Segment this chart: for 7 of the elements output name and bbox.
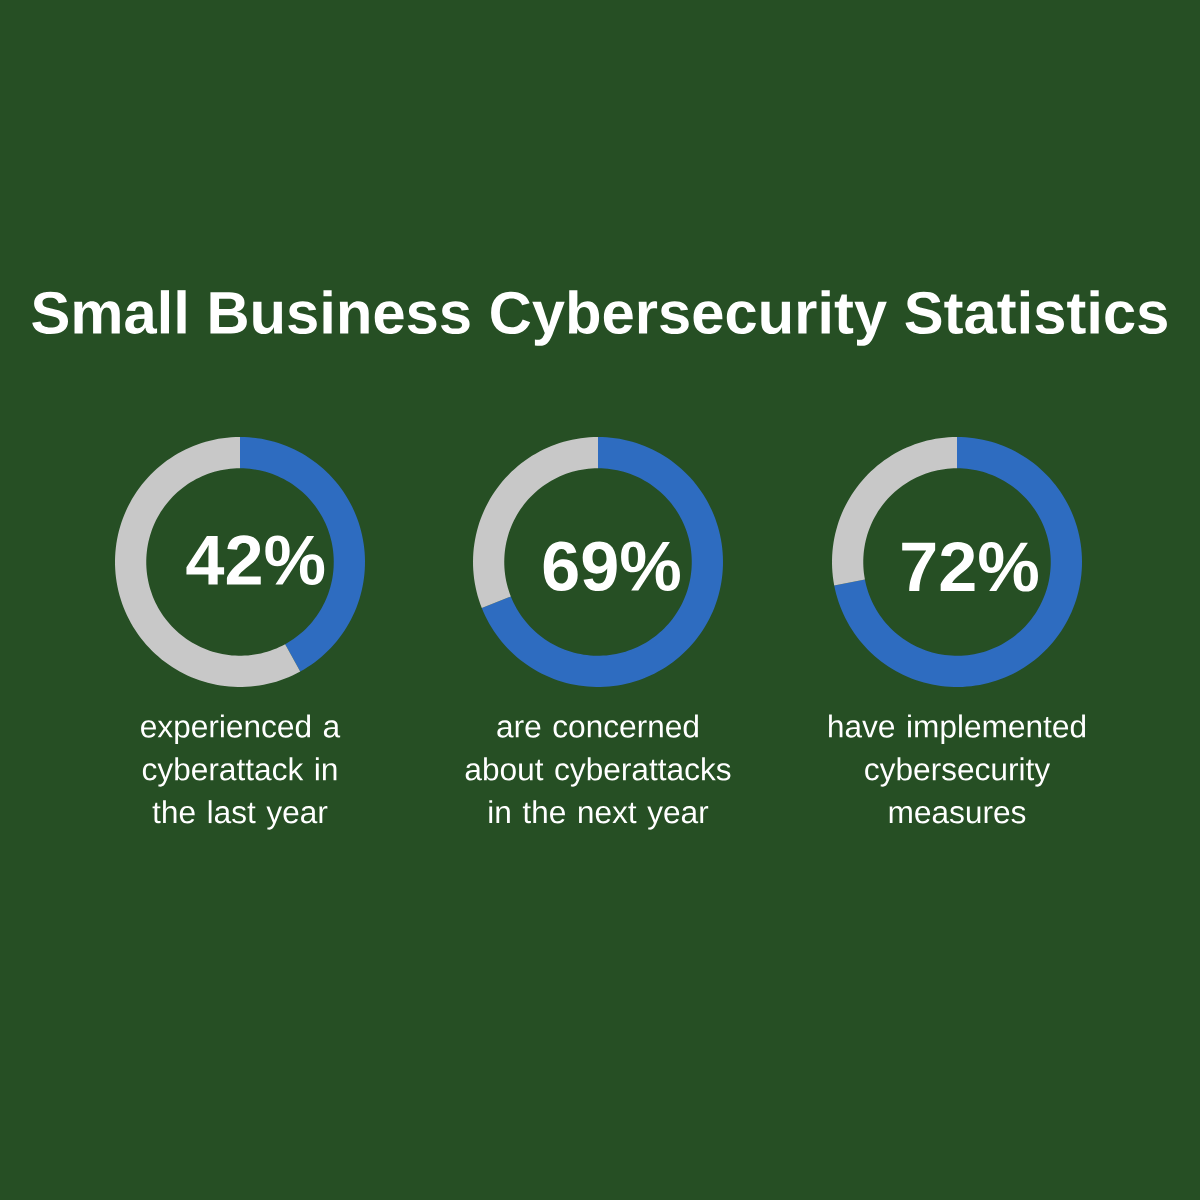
text: are concerned about cyberattacks in the next year [465,714,731,830]
text: Small Business Cybersecurity Statistics [32,290,1167,346]
data-label: 69% [543,541,680,592]
data-label: 42% [186,535,325,585]
text: experienced a cyberattack in the last year [141,714,341,830]
data-label: 72% [902,541,1038,592]
text: have implemented cybersecurity measures [829,714,1086,824]
